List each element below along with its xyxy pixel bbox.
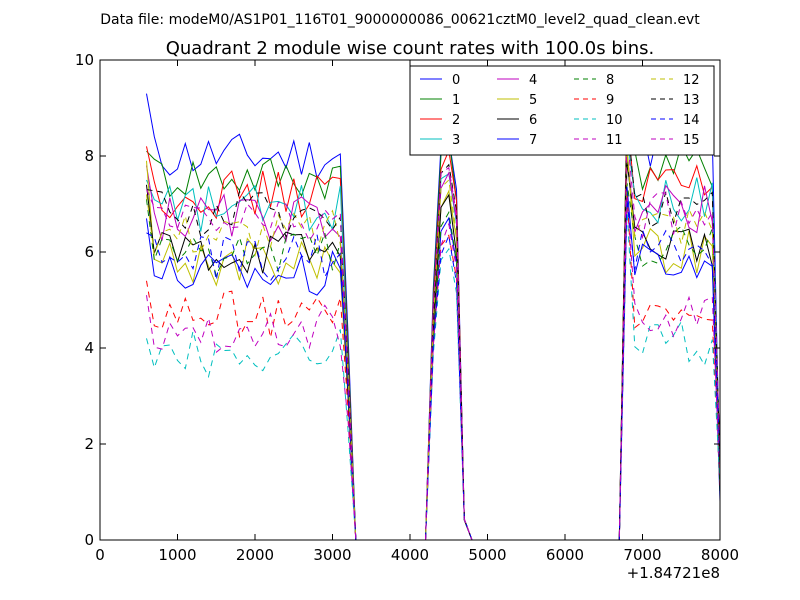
y-tick-label: 2 [84,435,94,453]
legend-label-10: 10 [606,113,623,128]
y-tick-label: 10 [75,51,94,69]
legend-label-12: 12 [683,73,700,88]
chart-title: Quadrant 2 module wise count rates with … [166,38,655,59]
x-tick-label: 0 [95,546,105,564]
legend-label-13: 13 [683,93,700,108]
x-tick-label: 7000 [623,546,661,564]
x-axis: 0 1000 2000 3000 4000 5000 6000 7000 8000 [95,60,739,564]
plot-lines [146,93,721,541]
x-tick-label: 3000 [313,546,351,564]
x-tick-label: 2000 [236,546,274,564]
y-tick-label: 0 [84,531,94,549]
legend-label-15: 15 [683,133,700,148]
legend-label-3: 3 [452,133,460,148]
x-tick-label: 4000 [391,546,429,564]
y-tick-label: 6 [84,243,94,261]
x-tick-label: 6000 [546,546,584,564]
series-line-15 [146,133,721,541]
series-line-13 [146,116,721,541]
legend-label-8: 8 [606,73,614,88]
series-line-11 [146,196,721,541]
legend-box [409,65,715,156]
legend-label-6: 6 [529,113,537,128]
x-tick-label: 8000 [701,546,739,564]
y-tick-label: 8 [84,147,94,165]
legend-label-11: 11 [606,133,623,148]
x-tick-label: 1000 [158,546,196,564]
y-tick-label: 4 [84,339,94,357]
chart-suptitle: Data file: modeM0/AS1P01_116T01_90000000… [100,12,700,28]
legend-label-14: 14 [683,113,700,128]
legend-label-2: 2 [452,113,460,128]
legend-label-7: 7 [529,133,537,148]
x-tick-label: 5000 [468,546,506,564]
series-line-8 [146,183,721,541]
legend-label-5: 5 [529,93,537,108]
legend-label-9: 9 [606,93,614,108]
x-offset-label: +1.84721e8 [627,564,720,582]
series-line-14 [146,199,721,541]
legend-label-0: 0 [452,73,460,88]
legend-label-4: 4 [529,73,537,88]
legend-label-1: 1 [452,93,460,108]
